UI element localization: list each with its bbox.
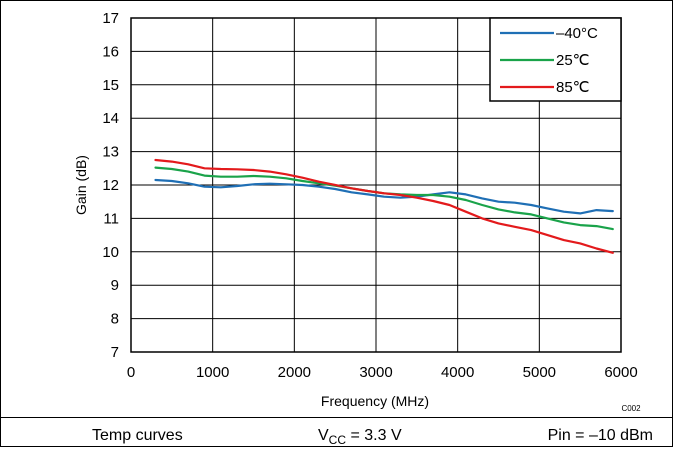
footer-left-text: Temp curves <box>92 427 183 444</box>
y-tick-label: 8 <box>111 311 119 328</box>
x-tick-label: 5000 <box>523 364 556 381</box>
tick-labels: 0 1000 2000 3000 4000 5000 6000 7 8 9 10 11 12 13 14 15… <box>102 10 637 381</box>
y-tick-label: 16 <box>102 43 119 60</box>
x-tick-label: 2000 <box>278 364 311 381</box>
footer-right-text: Pin = –10 dBm <box>548 427 653 444</box>
vcc-main: V <box>318 427 329 444</box>
chart-code: C002 <box>621 404 641 413</box>
x-tick-label: 4000 <box>441 364 474 381</box>
y-tick-label: 7 <box>111 344 119 361</box>
y-tick-label: 10 <box>102 244 119 261</box>
vcc-subscript: CC <box>329 433 347 447</box>
y-tick-label: 11 <box>103 210 119 227</box>
y-tick-label: 17 <box>102 10 119 27</box>
x-tick-label: 1000 <box>196 364 229 381</box>
y-tick-label: 13 <box>102 144 119 161</box>
y-tick-label: 15 <box>102 77 119 94</box>
series-group <box>154 158 614 254</box>
vcc-value: = 3.3 V <box>346 427 402 444</box>
legend-label-1: 25℃ <box>556 52 590 69</box>
legend-label-0: –40°C <box>556 25 598 42</box>
y-tick-label: 14 <box>102 110 119 127</box>
plot-area-frame <box>130 17 622 353</box>
series-line-0 <box>154 178 614 215</box>
y-axis-label: Gain (dB) <box>73 155 89 215</box>
footer-vcc-text: VCC = 3.3 V <box>318 427 402 447</box>
x-tick-label: 6000 <box>604 364 637 381</box>
x-axis-label: Frequency (MHz) <box>321 393 429 409</box>
x-tick-label: 3000 <box>359 364 392 381</box>
y-tick-label: 9 <box>111 277 119 294</box>
x-tick-label: 0 <box>127 364 135 381</box>
y-tick-label: 12 <box>102 177 119 194</box>
legend-label-2: 85℃ <box>556 79 590 96</box>
series-line-2 <box>154 158 614 254</box>
legend: –40°C 25℃ 85℃ <box>489 17 622 102</box>
